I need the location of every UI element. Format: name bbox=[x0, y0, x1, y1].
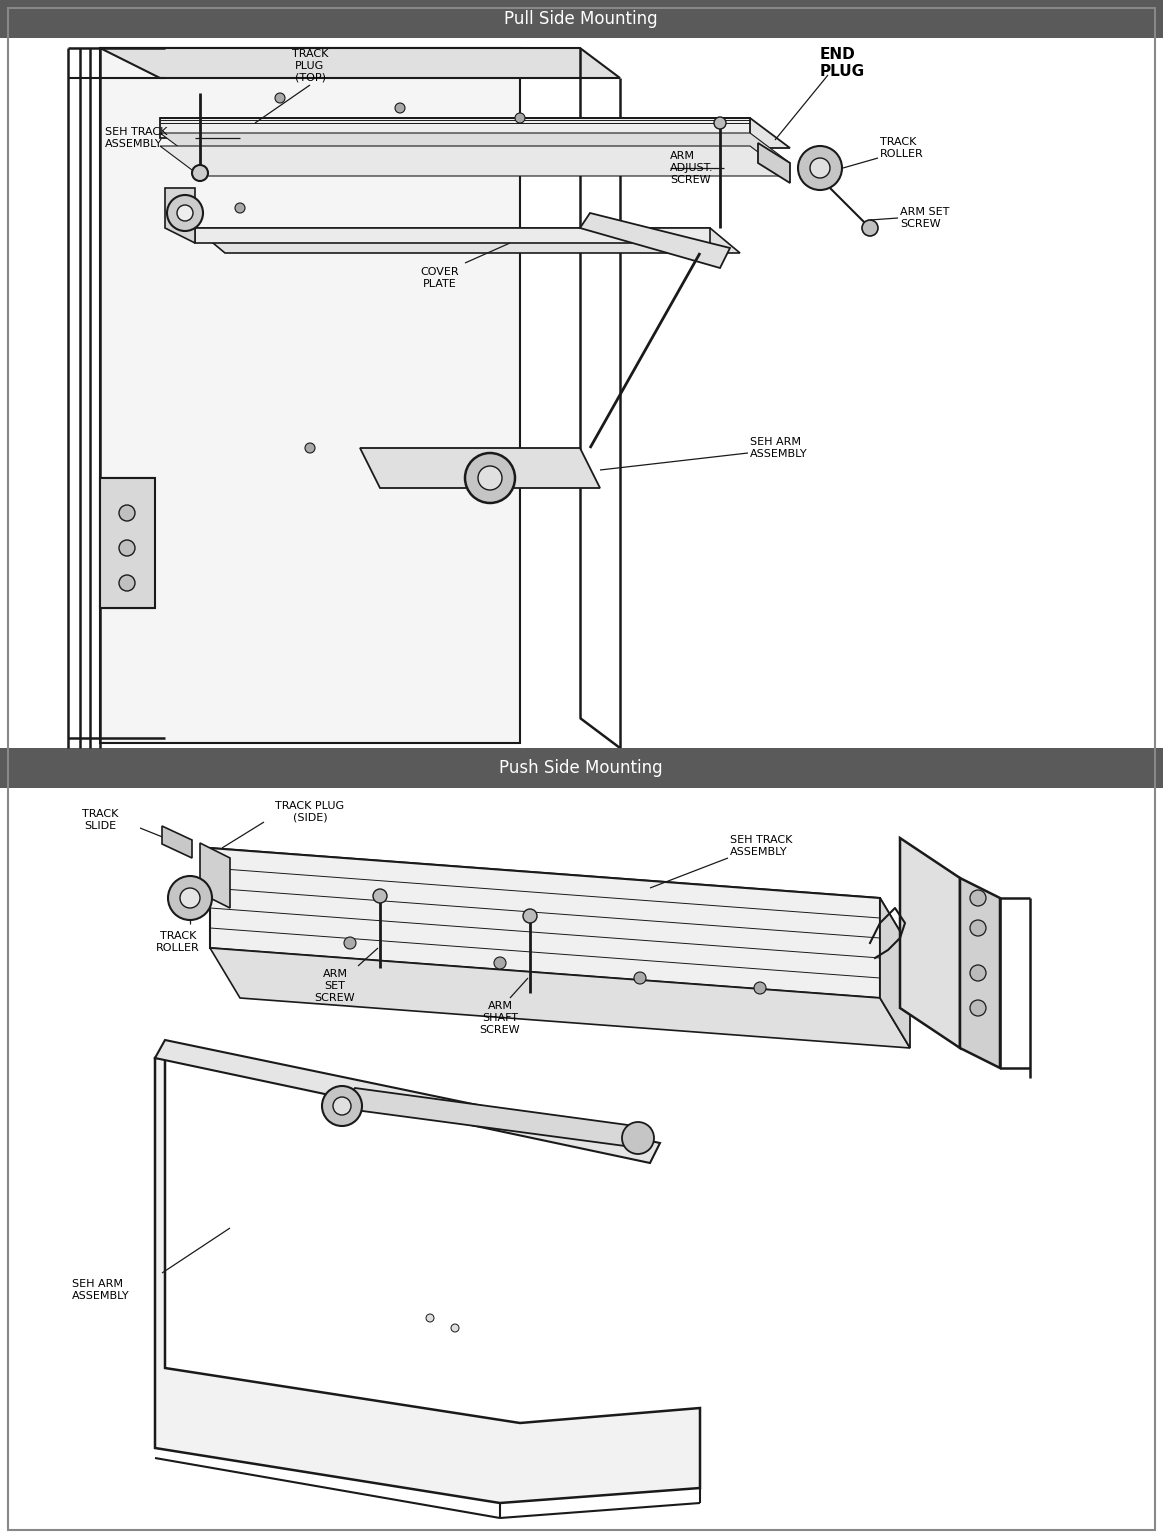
Bar bbox=[0, 787, 1163, 1538]
Circle shape bbox=[274, 92, 285, 103]
Polygon shape bbox=[100, 48, 620, 78]
Text: SEH ARM
ASSEMBLY: SEH ARM ASSEMBLY bbox=[72, 1280, 129, 1301]
Polygon shape bbox=[160, 118, 750, 138]
Polygon shape bbox=[211, 947, 909, 1047]
Circle shape bbox=[970, 920, 986, 937]
Polygon shape bbox=[211, 847, 880, 998]
Polygon shape bbox=[211, 847, 909, 947]
Circle shape bbox=[634, 972, 645, 984]
Polygon shape bbox=[959, 878, 1000, 1067]
Circle shape bbox=[395, 103, 405, 112]
Circle shape bbox=[798, 146, 842, 191]
Circle shape bbox=[478, 466, 502, 491]
Text: END
PLUG: END PLUG bbox=[820, 46, 865, 78]
Text: TRACK
ROLLER: TRACK ROLLER bbox=[156, 930, 200, 954]
Polygon shape bbox=[160, 118, 790, 148]
Text: TRACK
PLUG
(TOP): TRACK PLUG (TOP) bbox=[292, 49, 328, 83]
Polygon shape bbox=[160, 132, 790, 163]
Circle shape bbox=[465, 454, 515, 503]
Text: ARM
SET
SCREW: ARM SET SCREW bbox=[315, 969, 356, 1003]
Circle shape bbox=[515, 112, 525, 123]
Polygon shape bbox=[195, 228, 709, 243]
Circle shape bbox=[167, 877, 212, 920]
Text: TRACK
SLIDE: TRACK SLIDE bbox=[81, 809, 119, 831]
Polygon shape bbox=[165, 188, 195, 243]
Circle shape bbox=[167, 195, 204, 231]
Text: SEH TRACK
ASSEMBLY: SEH TRACK ASSEMBLY bbox=[105, 128, 167, 149]
Polygon shape bbox=[200, 843, 230, 907]
Circle shape bbox=[322, 1086, 362, 1126]
Circle shape bbox=[622, 1123, 654, 1154]
Text: ARM
SHAFT
SCREW: ARM SHAFT SCREW bbox=[479, 1001, 520, 1035]
Polygon shape bbox=[155, 1040, 659, 1163]
Circle shape bbox=[494, 957, 506, 969]
Bar bbox=[0, 747, 1163, 787]
Bar bbox=[0, 0, 1163, 38]
Circle shape bbox=[373, 889, 387, 903]
Circle shape bbox=[809, 158, 830, 178]
Text: TRACK PLUG
(SIDE): TRACK PLUG (SIDE) bbox=[276, 801, 344, 823]
Circle shape bbox=[970, 891, 986, 906]
Polygon shape bbox=[162, 826, 192, 858]
Text: ARM SET
SCREW: ARM SET SCREW bbox=[900, 208, 949, 229]
Circle shape bbox=[119, 540, 135, 557]
Text: TRACK
ROLLER: TRACK ROLLER bbox=[880, 137, 923, 158]
Circle shape bbox=[426, 1313, 434, 1323]
Text: SEH ARM
ASSEMBLY: SEH ARM ASSEMBLY bbox=[750, 437, 807, 458]
Circle shape bbox=[714, 117, 726, 129]
Circle shape bbox=[305, 443, 315, 454]
Circle shape bbox=[235, 203, 245, 212]
Polygon shape bbox=[195, 228, 740, 252]
Text: ARM
ADJUST.
SCREW: ARM ADJUST. SCREW bbox=[670, 151, 714, 185]
Circle shape bbox=[344, 937, 356, 949]
Circle shape bbox=[862, 220, 878, 235]
Circle shape bbox=[180, 887, 200, 907]
Circle shape bbox=[192, 165, 208, 181]
Polygon shape bbox=[361, 448, 600, 488]
Polygon shape bbox=[580, 212, 730, 268]
Circle shape bbox=[177, 205, 193, 221]
Circle shape bbox=[333, 1097, 351, 1115]
Bar bbox=[0, 747, 1163, 787]
Circle shape bbox=[119, 504, 135, 521]
Text: COVER
PLATE: COVER PLATE bbox=[421, 268, 459, 289]
Circle shape bbox=[119, 575, 135, 591]
Polygon shape bbox=[155, 1058, 700, 1503]
Circle shape bbox=[451, 1324, 459, 1332]
Text: Push Side Mounting: Push Side Mounting bbox=[499, 758, 663, 777]
Circle shape bbox=[970, 1000, 986, 1017]
Polygon shape bbox=[160, 146, 790, 175]
Polygon shape bbox=[900, 838, 959, 1047]
Circle shape bbox=[523, 909, 537, 923]
Polygon shape bbox=[100, 478, 155, 608]
Text: SEH TRACK
ASSEMBLY: SEH TRACK ASSEMBLY bbox=[730, 835, 792, 857]
Polygon shape bbox=[758, 143, 790, 183]
Circle shape bbox=[754, 981, 766, 994]
Polygon shape bbox=[880, 898, 909, 1047]
Polygon shape bbox=[100, 48, 520, 743]
Bar bbox=[0, 38, 1163, 747]
Text: Pull Side Mounting: Pull Side Mounting bbox=[505, 11, 658, 28]
Polygon shape bbox=[340, 1087, 650, 1147]
Circle shape bbox=[970, 964, 986, 981]
